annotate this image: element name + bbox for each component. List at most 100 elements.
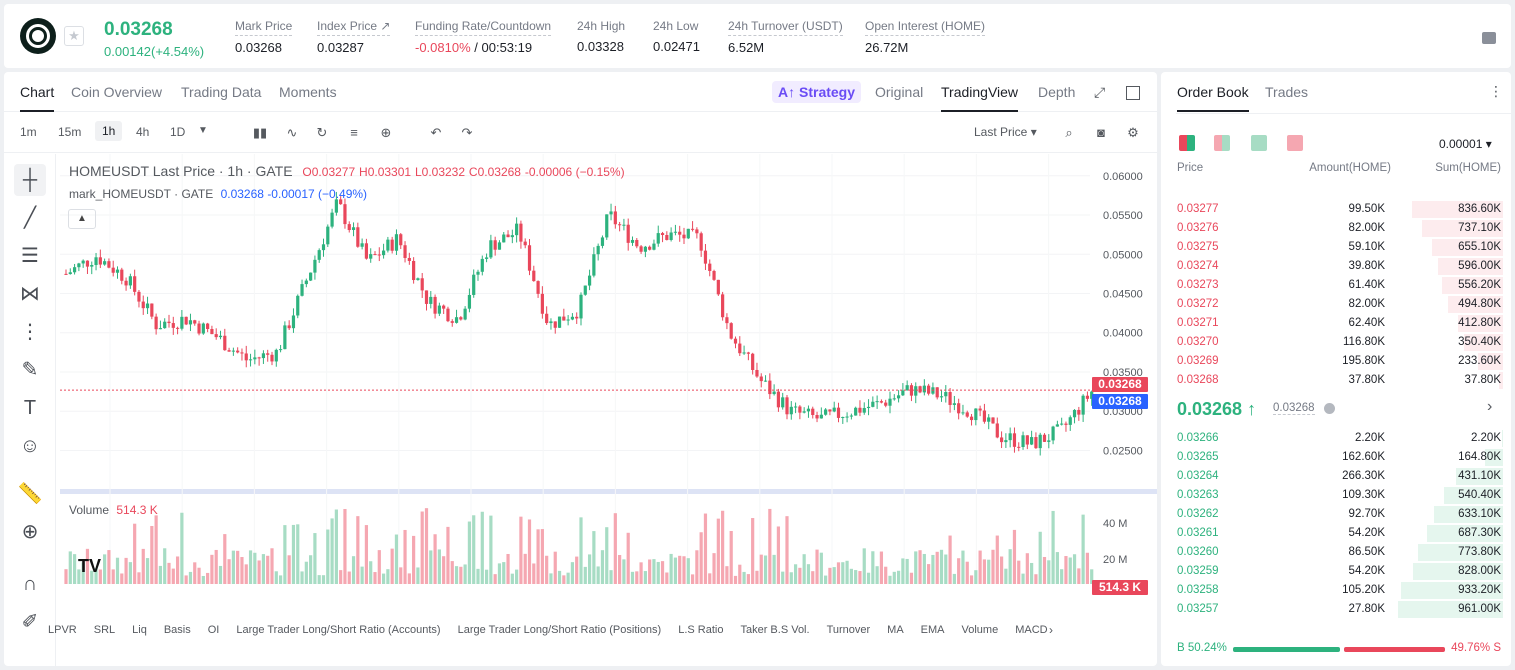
- view-bids-icon[interactable]: [1251, 135, 1267, 151]
- interval-1d[interactable]: 1D: [170, 125, 186, 139]
- orderbook-row[interactable]: 0.03262 92.70K 633.10K: [1161, 505, 1511, 524]
- orderbook-row[interactable]: 0.03269 195.80K 233.60K: [1161, 352, 1511, 371]
- orderbook-row[interactable]: 0.03266 2.20K 2.20K: [1161, 429, 1511, 448]
- indicators-icon[interactable]: ∿: [286, 125, 298, 140]
- indicator-10[interactable]: MA: [887, 624, 904, 636]
- candle-body: [236, 350, 240, 353]
- interval-1h[interactable]: 1h: [95, 121, 123, 141]
- tab-chart[interactable]: Chart: [20, 84, 55, 112]
- indicator-3[interactable]: Basis: [163, 624, 191, 636]
- pencil-lock-icon[interactable]: ✐: [21, 611, 39, 633]
- templates-icon[interactable]: ≡: [350, 125, 358, 140]
- emoji-icon[interactable]: ☺: [19, 435, 41, 457]
- tab-original[interactable]: Original: [875, 84, 924, 100]
- orderbook-row[interactable]: 0.03275 59.10K 655.10K: [1161, 238, 1511, 257]
- book-icon[interactable]: [1482, 32, 1496, 44]
- view-both-icon[interactable]: [1179, 135, 1195, 151]
- chevron-right-icon[interactable]: ›: [1049, 623, 1053, 637]
- orderbook-row[interactable]: 0.03265 162.60K 164.80K: [1161, 448, 1511, 467]
- candle-body: [484, 257, 489, 259]
- chart-panel: Chart Coin Overview Trading Data Moments…: [4, 72, 1157, 666]
- price-type-select[interactable]: Last Price ▾: [974, 125, 1037, 139]
- indicator-1[interactable]: SRL: [93, 624, 116, 636]
- volume-bar: [231, 550, 235, 584]
- volume-bar: [141, 548, 145, 584]
- indicator-4[interactable]: OI: [207, 624, 220, 636]
- volume-bar: [579, 517, 583, 584]
- orderbook-row[interactable]: 0.03263 109.30K 540.40K: [1161, 486, 1511, 505]
- redo-icon[interactable]: ↷: [461, 125, 473, 140]
- camera-icon[interactable]: ◙: [1097, 125, 1105, 140]
- tab-moments[interactable]: Moments: [279, 84, 337, 100]
- indicator-6[interactable]: Large Trader Long/Short Ratio (Positions…: [457, 624, 662, 636]
- favorite-star-icon[interactable]: ★: [64, 26, 84, 46]
- indicator-0[interactable]: LPVR: [48, 624, 77, 636]
- orderbook-row[interactable]: 0.03273 61.40K 556.20K: [1161, 276, 1511, 295]
- candle-body: [961, 412, 965, 414]
- orderbook-row[interactable]: 0.03259 54.20K 828.00K: [1161, 562, 1511, 581]
- candle-type-icon[interactable]: ▮▮: [252, 125, 268, 140]
- tab-order-book[interactable]: Order Book: [1177, 84, 1249, 112]
- interval-15m[interactable]: 15m: [58, 125, 82, 139]
- fib-icon[interactable]: ⋮: [20, 321, 40, 343]
- expand-icon[interactable]: ⤢: [1094, 84, 1106, 100]
- orderbook-row[interactable]: 0.03272 82.00K 494.80K: [1161, 295, 1511, 314]
- row-sum: 933.20K: [1458, 584, 1501, 596]
- stat-index-price[interactable]: Index Price ↗ 0.03287: [317, 19, 391, 55]
- zoom-in-icon[interactable]: ⊕: [21, 521, 39, 543]
- horizontal-lines-icon[interactable]: ☰: [21, 245, 39, 267]
- orderbook-row[interactable]: 0.03270 116.80K 350.40K: [1161, 333, 1511, 352]
- window-icon[interactable]: [1126, 86, 1140, 100]
- orderbook-row[interactable]: 0.03268 37.80K 37.80K: [1161, 371, 1511, 390]
- crosshair-icon[interactable]: ┼: [14, 164, 46, 196]
- interval-dropdown-icon[interactable]: ▼: [198, 125, 208, 136]
- strategy-button[interactable]: A↑ Strategy: [772, 81, 862, 103]
- candle-body: [832, 407, 836, 412]
- indicator-9[interactable]: Turnover: [826, 624, 871, 636]
- trend-line-icon[interactable]: ╱: [23, 207, 37, 229]
- volume-bar: [708, 573, 712, 584]
- replay-icon[interactable]: ↻: [316, 125, 328, 140]
- precision-select[interactable]: 0.00001 ▾: [1439, 137, 1492, 151]
- indicator-5[interactable]: Large Trader Long/Short Ratio (Accounts): [236, 624, 441, 636]
- view-split-icon[interactable]: [1214, 135, 1230, 151]
- search-icon[interactable]: ⌕: [1065, 125, 1073, 140]
- text-tool-icon[interactable]: T: [23, 397, 37, 419]
- orderbook-row[interactable]: 0.03257 27.80K 961.00K: [1161, 600, 1511, 619]
- orderbook-row[interactable]: 0.03277 99.50K 836.60K: [1161, 200, 1511, 219]
- price-chart[interactable]: 0.06000 0.05500 0.05000 0.04500 0.04000 0.035…: [60, 154, 1157, 594]
- orderbook-row[interactable]: 0.03271 62.40K 412.80K: [1161, 314, 1511, 333]
- more-menu-icon[interactable]: ⋮: [1489, 83, 1503, 99]
- view-asks-icon[interactable]: [1287, 135, 1303, 151]
- tab-coin-overview[interactable]: Coin Overview: [71, 84, 163, 100]
- tab-depth[interactable]: Depth: [1038, 84, 1076, 100]
- volume-bar: [351, 556, 356, 584]
- candle-body: [999, 437, 1004, 443]
- interval-1m[interactable]: 1m: [20, 125, 37, 139]
- tab-tradingview[interactable]: TradingView: [941, 84, 1019, 112]
- chevron-right-icon[interactable]: ›: [1487, 398, 1493, 415]
- indicator-2[interactable]: Liq: [132, 624, 147, 636]
- ruler-icon[interactable]: 📏: [17, 483, 43, 505]
- pattern-icon[interactable]: ⋈: [20, 283, 40, 305]
- magnet-icon[interactable]: ∩: [22, 573, 38, 595]
- orderbook-row[interactable]: 0.03274 39.80K 596.00K: [1161, 257, 1511, 276]
- orderbook-row[interactable]: 0.03261 54.20K 687.30K: [1161, 524, 1511, 543]
- indicator-12[interactable]: Volume: [961, 624, 999, 636]
- indicator-13[interactable]: MACD: [1015, 624, 1048, 636]
- indicator-11[interactable]: EMA: [920, 624, 945, 636]
- interval-4h[interactable]: 4h: [136, 125, 150, 139]
- add-alert-icon[interactable]: ⊕: [380, 125, 392, 140]
- orderbook-row[interactable]: 0.03258 105.20K 933.20K: [1161, 581, 1511, 600]
- collapse-legend-icon[interactable]: ▲: [68, 209, 96, 229]
- indicator-8[interactable]: Taker B.S Vol.: [740, 624, 810, 636]
- undo-icon[interactable]: ↶: [430, 125, 442, 140]
- orderbook-row[interactable]: 0.03264 266.30K 431.10K: [1161, 467, 1511, 486]
- orderbook-row[interactable]: 0.03276 82.00K 737.10K: [1161, 219, 1511, 238]
- brush-icon[interactable]: ✎: [21, 359, 39, 381]
- settings-gear-icon[interactable]: ⚙: [1127, 125, 1139, 140]
- tab-trading-data[interactable]: Trading Data: [181, 84, 262, 100]
- tab-trades[interactable]: Trades: [1265, 84, 1309, 100]
- orderbook-row[interactable]: 0.03260 86.50K 773.80K: [1161, 543, 1511, 562]
- indicator-7[interactable]: L.S Ratio: [678, 624, 724, 636]
